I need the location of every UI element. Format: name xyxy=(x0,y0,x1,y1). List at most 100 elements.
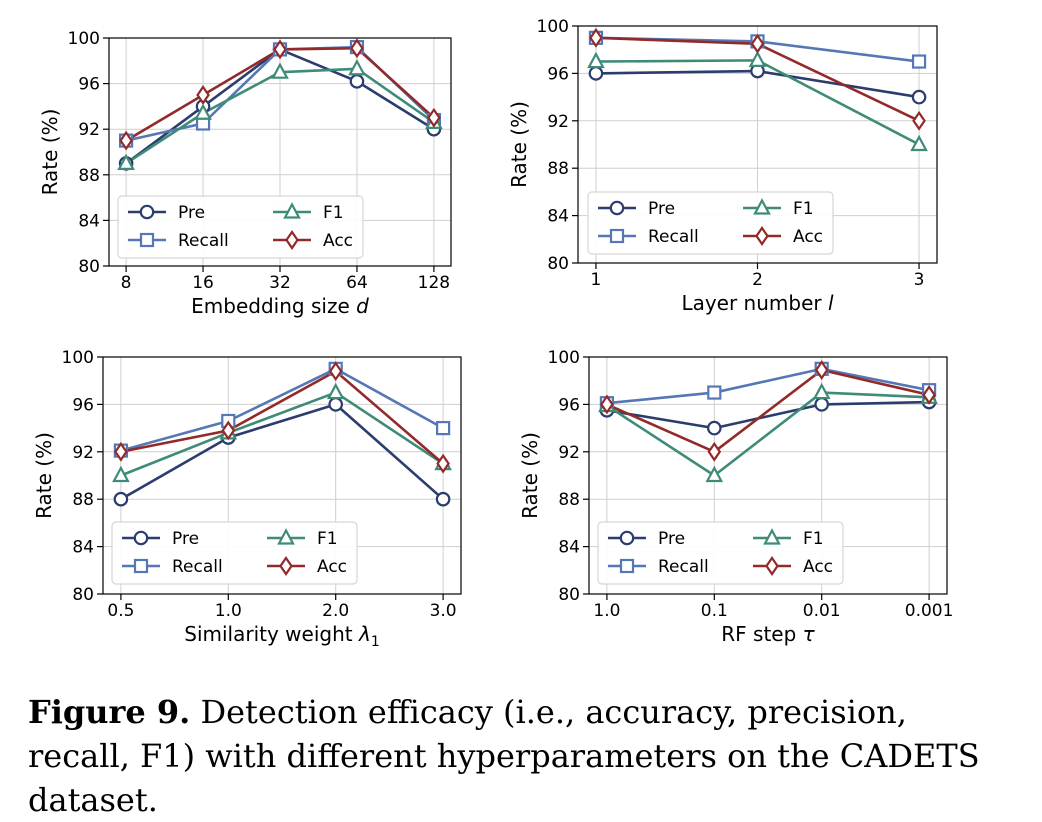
legend-marker-acc xyxy=(279,556,293,576)
data-point-pre xyxy=(435,491,451,507)
data-point-f1 xyxy=(705,465,724,483)
data-point-acc xyxy=(119,130,133,151)
x-tick-label: 3 xyxy=(914,270,925,290)
y-tick-label: 88 xyxy=(558,490,580,510)
legend-label-acc: Acc xyxy=(803,557,833,577)
x-axis-label: Layer number l xyxy=(681,291,834,315)
legend-label-pre: Pre xyxy=(172,529,199,549)
data-point-pre xyxy=(706,420,722,436)
x-axis-label-main: RF step xyxy=(721,622,802,646)
data-point-pre xyxy=(911,89,927,105)
x-axis-label: Embedding size d xyxy=(191,294,369,318)
x-axis-label-main: Embedding size xyxy=(191,294,356,318)
data-point-pre xyxy=(814,397,829,412)
series-line-acc xyxy=(606,368,930,454)
chart-1: 80 84 88 92 96 100 8 16 32 64 128 Rate (%) Embedding… xyxy=(38,29,452,318)
x-axis-label-symbol: l xyxy=(828,291,834,315)
x-axis-label: Similarity weight λ1 xyxy=(184,622,379,650)
legend-label-f1: F1 xyxy=(793,199,814,219)
chart-3: 80 84 88 92 96 100 0.5 1.0 2.0 3.0 Rate (%) Similar… xyxy=(32,348,462,650)
data-point-f1 xyxy=(271,62,289,79)
x-tick-label: 32 xyxy=(269,273,291,293)
y-tick-label: 100 xyxy=(537,17,569,37)
data-point-acc xyxy=(589,27,603,48)
legend-marker-f1 xyxy=(763,528,781,545)
legend-marker-recall xyxy=(133,558,149,574)
legend-marker-pre xyxy=(133,530,149,546)
y-tick-label: 88 xyxy=(78,166,100,186)
y-tick-label: 84 xyxy=(78,211,100,231)
chart-2: 80 84 88 92 96 100 1 2 3 Rate (%) Layer number l Pr… xyxy=(507,17,938,315)
legend-marker-pre xyxy=(619,530,635,546)
data-point-acc xyxy=(922,384,936,405)
data-point-f1 xyxy=(812,382,831,400)
legend-marker-f1 xyxy=(753,198,771,215)
y-tick-label: 96 xyxy=(78,75,100,95)
legend-label-f1: F1 xyxy=(323,203,344,223)
y-tick-label: 84 xyxy=(72,538,94,558)
y-tick-label: 92 xyxy=(78,120,100,140)
y-tick-label: 88 xyxy=(72,490,94,510)
series-line-f1 xyxy=(606,391,930,477)
y-tick-label: 80 xyxy=(72,585,94,605)
data-point-f1 xyxy=(587,51,605,69)
x-tick-label: 0.5 xyxy=(107,601,134,621)
x-axis-label-subscript: 1 xyxy=(371,634,380,650)
y-tick-label: 88 xyxy=(547,159,569,179)
legend-marker-recall xyxy=(139,232,155,248)
x-tick-label: 0.001 xyxy=(905,601,954,621)
data-point-acc xyxy=(707,441,722,462)
data-point-pre xyxy=(349,74,365,89)
data-point-acc xyxy=(427,107,441,128)
legend-label-f1: F1 xyxy=(803,529,824,549)
series-line-acc xyxy=(120,369,444,465)
legend-marker-acc xyxy=(765,556,779,576)
x-axis-label: RF step τ xyxy=(721,622,815,646)
y-axis-label: Rate (%) xyxy=(507,101,531,188)
legend-label-acc: Acc xyxy=(323,231,353,251)
data-point-recall xyxy=(707,385,722,400)
data-point-acc xyxy=(350,38,364,59)
y-tick-label: 80 xyxy=(547,254,569,274)
series-line-f1 xyxy=(120,391,444,477)
y-tick-label: 100 xyxy=(62,348,94,368)
legend-marker-recall xyxy=(609,228,625,244)
data-point-acc xyxy=(273,39,287,60)
data-point-f1 xyxy=(326,382,345,400)
x-tick-label: 1.0 xyxy=(215,601,242,621)
data-point-f1 xyxy=(117,153,135,170)
legend-marker-pre xyxy=(139,204,155,220)
y-tick-label: 92 xyxy=(72,443,94,463)
x-axis-label-symbol: τ xyxy=(803,622,816,646)
y-tick-label: 92 xyxy=(547,112,569,132)
y-axis-label: Rate (%) xyxy=(32,432,56,519)
legend-marker-acc xyxy=(755,226,769,246)
y-tick-label: 80 xyxy=(78,257,100,277)
x-axis-label-main: Layer number xyxy=(681,291,828,315)
legend-label-recall: Recall xyxy=(172,557,223,577)
y-tick-label: 96 xyxy=(547,64,569,84)
data-point-acc xyxy=(221,420,236,441)
x-tick-label: 0.1 xyxy=(701,601,728,621)
data-point-f1 xyxy=(748,50,767,67)
plot-frame xyxy=(102,356,462,595)
x-tick-label: 128 xyxy=(418,273,450,293)
data-point-recall xyxy=(436,421,451,436)
y-tick-label: 84 xyxy=(547,207,569,227)
data-point-pre xyxy=(328,397,343,412)
x-axis-label-symbol: d xyxy=(356,294,369,318)
y-tick-label: 84 xyxy=(558,538,580,558)
caption-label: Figure 9. xyxy=(28,693,191,731)
series-line-pre xyxy=(120,403,444,501)
plot-frame xyxy=(588,356,948,595)
x-tick-label: 2 xyxy=(752,270,763,290)
x-axis-label-main: Similarity weight xyxy=(184,622,359,646)
y-tick-label: 96 xyxy=(558,395,580,415)
data-point-acc xyxy=(600,394,614,415)
data-point-acc xyxy=(912,110,926,131)
x-tick-label: 3.0 xyxy=(430,601,457,621)
legend-label-pre: Pre xyxy=(648,199,675,219)
x-axis-label-symbol: λ xyxy=(358,622,371,646)
series-line-recall xyxy=(606,367,930,405)
